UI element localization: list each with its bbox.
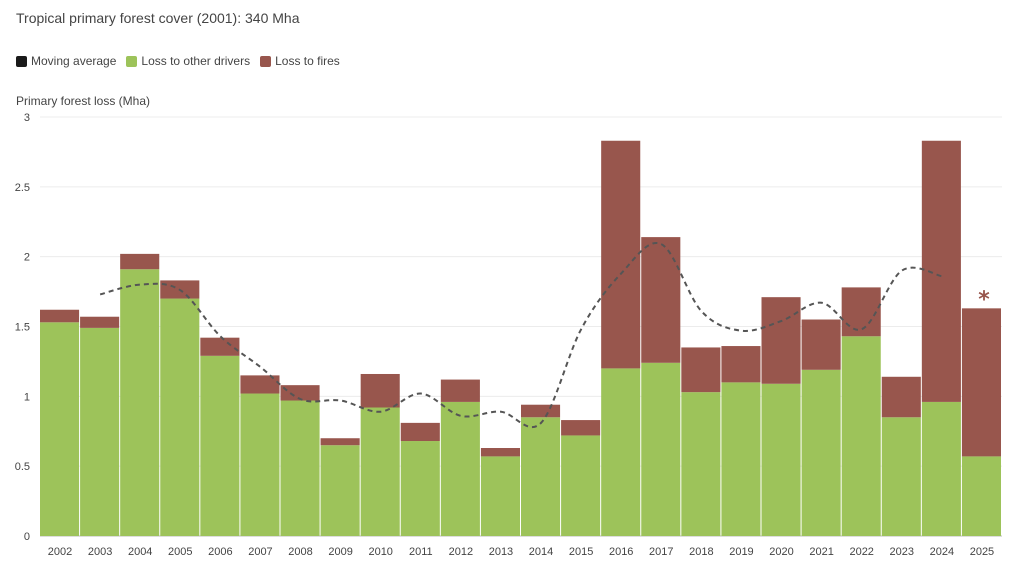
bar-other-drivers: [841, 336, 881, 536]
y-tick-label: 0.5: [15, 461, 30, 473]
legend-item-moving-average[interactable]: Moving average: [16, 54, 116, 68]
bar-other-drivers: [961, 456, 1001, 536]
bar-fires: [841, 287, 881, 337]
bar-other-drivers: [40, 322, 80, 536]
x-tick-label: 2006: [208, 546, 232, 558]
x-tick-label: 2012: [449, 546, 473, 558]
bar-fires: [921, 140, 961, 402]
bar-fires: [801, 319, 841, 370]
bar-fires: [80, 316, 120, 328]
bar-fires: [881, 376, 921, 418]
bar-other-drivers: [320, 445, 360, 536]
bar-fires: [40, 309, 80, 323]
x-tick-label: 2013: [489, 546, 513, 558]
x-tick-label: 2014: [529, 546, 553, 558]
bar-fires: [480, 448, 520, 457]
x-tick-label: 2004: [128, 546, 152, 558]
bar-fires: [961, 308, 1001, 457]
bar-other-drivers: [440, 401, 480, 536]
x-tick-label: 2022: [849, 546, 873, 558]
legend-swatch-fires: [260, 55, 272, 67]
bar-fires: [280, 385, 320, 401]
bar-other-drivers: [120, 269, 160, 536]
legend-swatch-moving-average: [16, 55, 27, 67]
x-tick-label: 2002: [48, 546, 72, 558]
legend: Moving average Loss to other drivers Los…: [16, 54, 340, 68]
legend-item-fires[interactable]: Loss to fires: [260, 54, 340, 68]
bar-fires: [641, 237, 681, 363]
bar-other-drivers: [681, 392, 721, 536]
bar-fires: [400, 422, 440, 442]
y-tick-label: 0: [24, 531, 30, 543]
x-tick-label: 2009: [328, 546, 352, 558]
bar-other-drivers: [400, 441, 440, 536]
x-tick-label: 2024: [930, 546, 954, 558]
bar-fires: [681, 347, 721, 393]
bar-other-drivers: [561, 435, 601, 536]
legend-label-other-drivers: Loss to other drivers: [141, 54, 251, 68]
legend-swatch-other-drivers: [126, 55, 138, 67]
bar-other-drivers: [80, 327, 120, 536]
legend-label-moving-average: Moving average: [31, 54, 117, 68]
bar-other-drivers: [240, 393, 280, 536]
x-tick-label: 2021: [809, 546, 833, 558]
bar-fires: [120, 253, 160, 270]
x-tick-label: 2007: [248, 546, 272, 558]
bar-fires: [761, 297, 801, 384]
bar-other-drivers: [160, 298, 200, 536]
y-tick-label: 1.5: [15, 322, 30, 334]
bar-other-drivers: [280, 400, 320, 536]
bar-fires: [721, 346, 761, 383]
x-tick-label: 2019: [729, 546, 753, 558]
y-tick-label: 1: [24, 391, 30, 403]
bar-other-drivers: [200, 355, 240, 536]
bar-other-drivers: [881, 417, 921, 536]
bar-fires: [320, 438, 360, 446]
y-tick-label: 2: [24, 252, 30, 264]
bar-other-drivers: [601, 368, 641, 536]
annotation-asterisk: *: [978, 287, 990, 312]
y-tick-label: 3: [24, 112, 30, 124]
bar-other-drivers: [641, 362, 681, 536]
bar-other-drivers: [761, 383, 801, 536]
bar-fires: [521, 404, 561, 418]
x-tick-label: 2020: [769, 546, 793, 558]
legend-item-other-drivers[interactable]: Loss to other drivers: [126, 54, 250, 68]
bar-fires: [360, 373, 400, 408]
bar-other-drivers: [521, 417, 561, 536]
bar-other-drivers: [480, 456, 520, 536]
bar-other-drivers: [921, 401, 961, 536]
bar-fires: [561, 420, 601, 436]
x-tick-label: 2010: [368, 546, 392, 558]
x-tick-label: 2023: [890, 546, 914, 558]
bar-other-drivers: [721, 382, 761, 536]
bar-other-drivers: [360, 407, 400, 536]
bar-fires: [200, 337, 240, 356]
x-tick-label: 2008: [288, 546, 312, 558]
x-tick-label: 2017: [649, 546, 673, 558]
bar-other-drivers: [801, 369, 841, 536]
y-axis-label: Primary forest loss (Mha): [16, 94, 151, 108]
x-tick-label: 2025: [970, 546, 994, 558]
x-tick-label: 2011: [409, 546, 433, 558]
x-tick-label: 2018: [689, 546, 713, 558]
x-tick-label: 2016: [609, 546, 633, 558]
bar-fires: [601, 140, 641, 369]
legend-label-fires: Loss to fires: [275, 54, 340, 68]
bar-fires: [240, 375, 280, 394]
bar-fires: [440, 379, 480, 402]
x-tick-label: 2015: [569, 546, 593, 558]
chart-title: Tropical primary forest cover (2001): 34…: [16, 10, 300, 26]
x-tick-label: 2003: [88, 546, 112, 558]
y-tick-label: 2.5: [15, 182, 30, 194]
x-tick-label: 2005: [168, 546, 192, 558]
